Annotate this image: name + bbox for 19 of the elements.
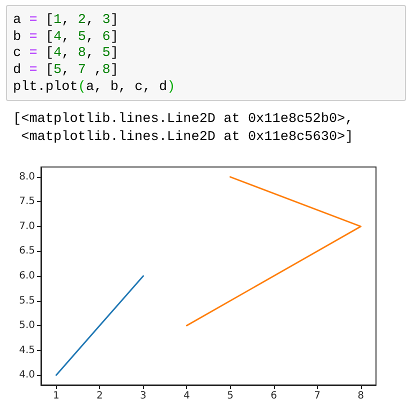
text: a = [1, 2, 3] b = [4, 5, 6] c = [4, 8, 5] d = [5, 7 ,8] plt.plot(a, b, c, d) <box>13 13 176 95</box>
y-tick-label: 7.5 <box>19 196 35 208</box>
x-tick-label: 4 <box>184 390 190 402</box>
x-tick-label: 2 <box>96 390 103 402</box>
x-tick-label: 5 <box>227 390 234 402</box>
x-tick-label: 3 <box>140 390 146 402</box>
y-tick-label: 6.5 <box>19 246 35 257</box>
y-tick-label: 4.0 <box>19 370 35 381</box>
text: [<matplotlib.lines.Line2D at 0x11e8c52b0>, <matplotlib.lines.Line2D at 0x11e8c5630>] <box>13 111 354 147</box>
y-tick-label: 5.0 <box>19 320 35 332</box>
x-tick-label: 1 <box>53 390 60 402</box>
y-tick-label: 6.0 <box>19 270 35 282</box>
y-tick-label: 7.0 <box>19 220 35 232</box>
x-tick-label: 7 <box>314 390 320 402</box>
y-tick-label: 5.5 <box>19 295 35 306</box>
y-tick-label: 8.0 <box>19 171 35 182</box>
x-tick-label: 6 <box>270 390 277 402</box>
y-tick-label: 4.5 <box>19 344 35 356</box>
x-tick-label: 8 <box>358 390 364 402</box>
